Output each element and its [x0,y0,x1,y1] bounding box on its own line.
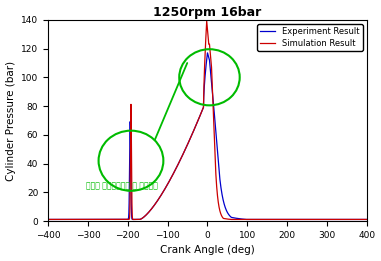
Experiment Result [161,190,166,193]
Title: 1250rpm 16bar: 1250rpm 16bar [154,5,262,19]
Simulation Result [299,218,304,221]
Text: 동일한 최대연소압력 및 발생시점: 동일한 최대연소압력 및 발생시점 [86,181,158,190]
X-axis label: Crank Angle (deg): Crank Angle (deg) [160,245,255,256]
Experiment Result [234,217,239,220]
Line: Experiment Result: Experiment Result [48,53,367,220]
Experiment Result [282,218,287,221]
Simulation Result [234,218,239,221]
Y-axis label: Cylinder Pressure (bar): Cylinder Pressure (bar) [6,60,16,181]
Simulation Result [62,218,66,221]
Experiment Result [205,51,210,55]
Simulation Result [365,218,369,221]
Line: Simulation Result: Simulation Result [48,21,367,220]
Experiment Result [299,218,304,221]
Simulation Result [282,218,287,221]
Experiment Result [365,218,369,221]
Legend: Experiment Result, Simulation Result: Experiment Result, Simulation Result [257,24,363,51]
Simulation Result [248,218,253,221]
Experiment Result [62,218,66,221]
Experiment Result [248,218,253,221]
Simulation Result [46,218,50,221]
Simulation Result [205,20,209,23]
Simulation Result [161,190,166,193]
Experiment Result [46,218,50,221]
